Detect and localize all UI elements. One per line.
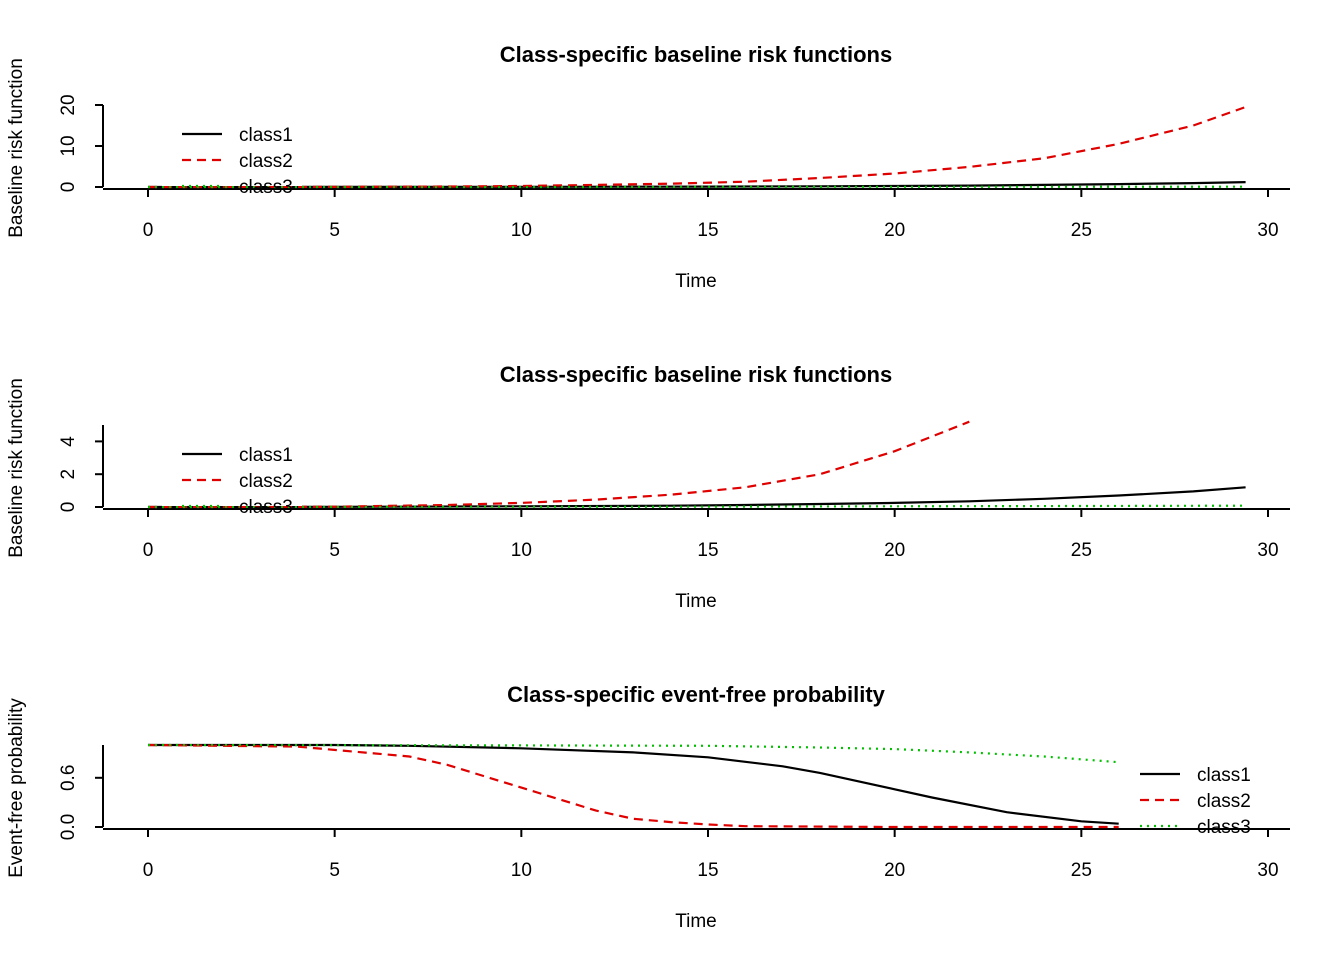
panel2-x-tick-label: 15 xyxy=(697,540,718,561)
panel3-y-axis-label: Event-free probability xyxy=(6,698,27,878)
panel2-x-tick-label: 25 xyxy=(1071,540,1092,561)
panel1-y-axis-label: Baseline risk function xyxy=(6,58,27,238)
panel3-series-class1 xyxy=(148,743,1119,825)
panel3-x-tick-label: 0 xyxy=(143,860,154,881)
panel2-series-class3 xyxy=(147,504,1246,509)
panel2-x-axis-label: Time xyxy=(675,591,717,612)
panel2-x-tick-label: 5 xyxy=(329,540,340,561)
panel2-y-tick-label: 0 xyxy=(58,502,79,513)
panel1-legend-label-class1: class1 xyxy=(239,125,293,146)
panel1-y-tick-label: 0 xyxy=(58,182,79,193)
panel1-x-tick-label: 0 xyxy=(143,220,154,241)
panel1-x-tick-label: 20 xyxy=(884,220,905,241)
panel1-legend-label-class3: class3 xyxy=(239,177,293,198)
panel1-x-tick-label: 10 xyxy=(511,220,532,241)
panel3-x-tick-label: 25 xyxy=(1071,860,1092,881)
panel3-y-tick-label: 0.6 xyxy=(58,765,79,791)
panel2-y-tick-label: 2 xyxy=(58,469,79,480)
panel2-legend-box xyxy=(162,432,302,506)
panel2-x-tick-label: 0 xyxy=(143,540,154,561)
panel2-legend-label-class1: class1 xyxy=(239,445,293,466)
panel1-x-tick-label: 5 xyxy=(329,220,340,241)
panel2-y-tick-label: 4 xyxy=(58,436,79,447)
panel2-legend-label-class3: class3 xyxy=(239,497,293,518)
panel2-x-tick-label: 10 xyxy=(511,540,532,561)
panel1-x-tick-label: 25 xyxy=(1071,220,1092,241)
panel3-series-class3 xyxy=(147,743,1119,764)
panel3-series-class2 xyxy=(147,743,1119,829)
panel1-y-tick-label: 10 xyxy=(58,135,79,156)
panel3-title: Class-specific event-free probability xyxy=(507,682,886,707)
panel3-legend-box xyxy=(1120,752,1290,826)
panel3-x-tick-label: 5 xyxy=(329,860,340,881)
panel3-x-tick-label: 15 xyxy=(697,860,718,881)
panel1-legend-label-class2: class2 xyxy=(239,151,293,172)
panel3-x-tick-label: 10 xyxy=(511,860,532,881)
panel1-y-tick-label: 20 xyxy=(58,94,79,115)
panel2-x-tick-label: 20 xyxy=(884,540,905,561)
panel1-x-tick-label: 30 xyxy=(1257,220,1278,241)
panel1-x-axis-label: Time xyxy=(675,271,717,292)
panel2-x-tick-label: 30 xyxy=(1257,540,1278,561)
panel2-legend-label-class2: class2 xyxy=(239,471,293,492)
panel3-legend-label-class2: class2 xyxy=(1197,791,1251,812)
panel3-legend-label-class1: class1 xyxy=(1197,765,1251,786)
panel1-series-class1 xyxy=(147,181,1246,189)
panel3-x-tick-label: 30 xyxy=(1257,860,1278,881)
panel3-y-tick-label: 0.0 xyxy=(58,814,79,840)
panel3-x-tick-label: 20 xyxy=(884,860,905,881)
panel1-x-tick-label: 15 xyxy=(697,220,718,241)
panel2-series-class1 xyxy=(147,486,1246,509)
panel2-series-class2 xyxy=(147,420,970,509)
panel1-legend-box xyxy=(162,112,302,186)
panel1-title: Class-specific baseline risk functions xyxy=(500,42,892,67)
panel3-x-axis-label: Time xyxy=(675,911,717,932)
panel2-y-axis-label: Baseline risk function xyxy=(6,378,27,558)
panel2-title: Class-specific baseline risk functions xyxy=(500,362,892,387)
panel1-series-class2 xyxy=(147,105,1246,189)
panel3-legend-label-class3: class3 xyxy=(1197,817,1251,838)
